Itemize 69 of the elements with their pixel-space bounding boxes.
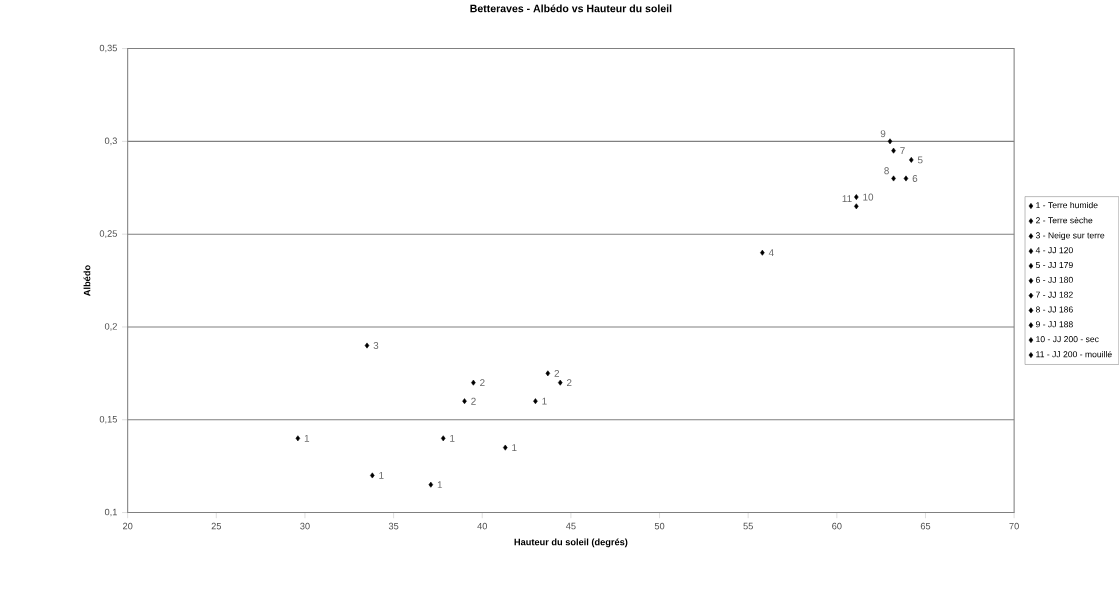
point xyxy=(903,175,909,182)
annotation: 1 xyxy=(437,481,443,489)
annotation: 1 xyxy=(450,434,455,442)
x-tick-label: 35 xyxy=(388,522,399,530)
point xyxy=(854,194,859,200)
legend-label: 8 - JJ 186 xyxy=(1035,306,1073,313)
x-tick-label: 30 xyxy=(300,522,310,530)
y-axis-title: Albédo xyxy=(83,265,91,296)
annotation: 7 xyxy=(900,147,905,154)
point xyxy=(364,342,370,349)
point xyxy=(891,175,896,182)
annotation: 11 xyxy=(842,195,852,202)
x-tick-label: 45 xyxy=(565,522,576,530)
legend-label: 7 - JJ 182 xyxy=(1036,291,1073,298)
chart-title: Betteraves - Albédo vs Hauteur du soleil xyxy=(470,4,672,13)
point xyxy=(295,435,301,442)
legend-label: 2 - Terre sèche xyxy=(1036,216,1093,224)
legend-label: 1 - Terre humide xyxy=(1036,201,1098,209)
x-tick-label: 25 xyxy=(211,522,222,530)
legend-label: 4 - JJ 120 xyxy=(1035,247,1073,254)
point xyxy=(545,370,551,377)
x-tick-label: 50 xyxy=(654,522,665,530)
annotation: 2 xyxy=(566,379,572,386)
annotation: 4 xyxy=(768,249,774,257)
point xyxy=(503,444,508,451)
x-axis-title: Hauteur du soleil (degrés) xyxy=(514,538,628,548)
annotation: 6 xyxy=(912,174,918,182)
y-tick-label: 0,2 xyxy=(104,323,117,331)
point xyxy=(760,249,765,256)
annotation: 8 xyxy=(884,167,889,175)
annotation: 1 xyxy=(542,397,547,405)
point xyxy=(533,398,538,404)
legend-label: 10 - JJ 200 - sec xyxy=(1036,336,1099,343)
x-tick-label: 20 xyxy=(122,522,133,530)
x-tick-label: 60 xyxy=(832,522,842,530)
annotation: 3 xyxy=(373,341,379,349)
y-tick-label: 0,1 xyxy=(104,508,117,517)
x-tick-label: 40 xyxy=(477,522,488,530)
annotation: 9 xyxy=(880,130,886,138)
legend-label: 11 - JJ 200 - mouillé xyxy=(1036,350,1112,358)
point xyxy=(462,398,467,404)
x-tick-label: 65 xyxy=(920,522,931,530)
annotation: 1 xyxy=(512,444,517,451)
y-tick-label: 0,25 xyxy=(99,230,117,238)
point xyxy=(428,481,434,488)
annotation: 1 xyxy=(304,434,310,442)
annotation: 1 xyxy=(379,471,384,479)
y-tick-label: 0,3 xyxy=(104,137,117,146)
annotation: 5 xyxy=(917,156,923,164)
annotation: 10 xyxy=(863,193,874,201)
point xyxy=(891,147,896,154)
y-tick-label: 0,35 xyxy=(99,44,117,53)
legend-label: 5 - JJ 179 xyxy=(1035,261,1073,268)
annotation: 2 xyxy=(554,369,560,377)
annotation: 2 xyxy=(471,397,476,405)
x-tick-label: 70 xyxy=(1009,522,1019,530)
point xyxy=(441,435,446,442)
point xyxy=(887,138,893,145)
x-tick-label: 55 xyxy=(743,522,753,530)
point xyxy=(471,379,476,386)
legend-label: 9 - JJ 188 xyxy=(1035,321,1073,328)
annotation: 2 xyxy=(480,379,485,386)
point xyxy=(854,203,859,210)
legend-label: 3 - Neige sur terre xyxy=(1035,232,1105,240)
legend-label: 6 - JJ 180 xyxy=(1036,276,1073,283)
point xyxy=(558,379,563,386)
point xyxy=(909,156,914,163)
y-tick-label: 0,15 xyxy=(99,415,117,424)
point xyxy=(370,472,375,479)
